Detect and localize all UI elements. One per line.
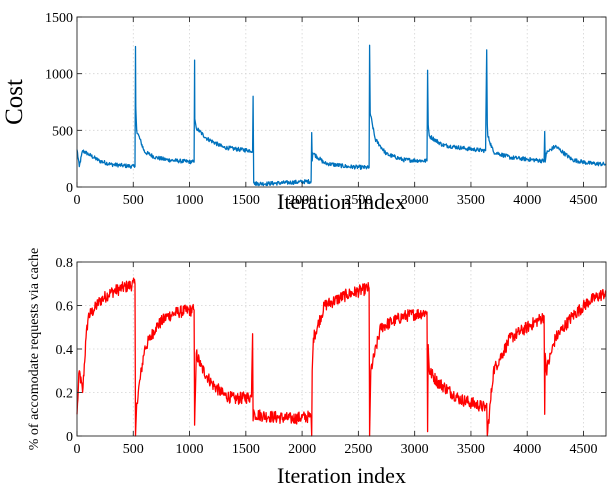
y-tick-label: 1500: [45, 11, 73, 26]
y-tick-label: 500: [52, 124, 73, 139]
cache-ratio-series-line: [76, 277, 607, 437]
x-tick-label: 2500: [344, 193, 372, 208]
x-tick-label: 500: [123, 193, 144, 208]
x-tick-label: 3500: [457, 442, 485, 457]
cost-chart-grid: [77, 17, 606, 187]
cost-chart-ticks: 0 500 1000 1500 2000 2500 3000 3500 4000 4500 0 500…: [45, 11, 606, 208]
x-tick-label: 500: [123, 442, 144, 457]
cost-series-line: [76, 44, 607, 187]
x-tick-label: 1500: [232, 193, 260, 208]
y-tick-label: 0.6: [56, 300, 74, 315]
cache-ratio-chart-ylabel: % of accomodate requests via cache: [27, 248, 42, 451]
cache-ratio-chart-ticks: 0 500 1000 1500 2000 2500 3000 3500 4000 4500 0 0.2…: [56, 256, 606, 457]
cost-chart-xlabel: Iteration index: [277, 189, 406, 214]
x-tick-label: 1000: [176, 193, 204, 208]
x-tick-label: 0: [74, 442, 81, 457]
x-tick-label: 4500: [569, 193, 597, 208]
cache-ratio-chart: 0 500 1000 1500 2000 2500 3000 3500 4000 4500 0 0.2…: [27, 248, 607, 488]
x-tick-label: 2000: [288, 193, 316, 208]
x-tick-label: 2500: [344, 442, 372, 457]
y-tick-label: 1000: [45, 68, 73, 83]
x-tick-label: 3500: [457, 193, 485, 208]
y-tick-label: 0.2: [56, 387, 74, 402]
cost-chart-frame: [76, 16, 607, 188]
x-tick-label: 4000: [513, 193, 541, 208]
x-tick-label: 4000: [513, 442, 541, 457]
y-tick-label: 0.4: [56, 343, 74, 358]
y-tick-label: 0: [66, 430, 73, 445]
cache-ratio-chart-grid: [77, 262, 606, 436]
x-tick-label: 4500: [569, 442, 597, 457]
x-tick-label: 3000: [401, 193, 429, 208]
x-tick-label: 2000: [288, 442, 316, 457]
cost-chart: 0 500 1000 1500 2000 2500 3000 3500 4000 4500 0 500…: [1, 11, 607, 214]
x-tick-label: 0: [74, 193, 81, 208]
y-tick-label: 0.8: [56, 256, 74, 271]
cache-ratio-chart-xlabel: Iteration index: [277, 463, 406, 488]
x-tick-label: 3000: [401, 442, 429, 457]
x-tick-label: 1500: [232, 442, 260, 457]
cost-chart-ylabel: Cost: [1, 79, 28, 125]
y-tick-label: 0: [66, 181, 73, 196]
x-tick-label: 1000: [176, 442, 204, 457]
